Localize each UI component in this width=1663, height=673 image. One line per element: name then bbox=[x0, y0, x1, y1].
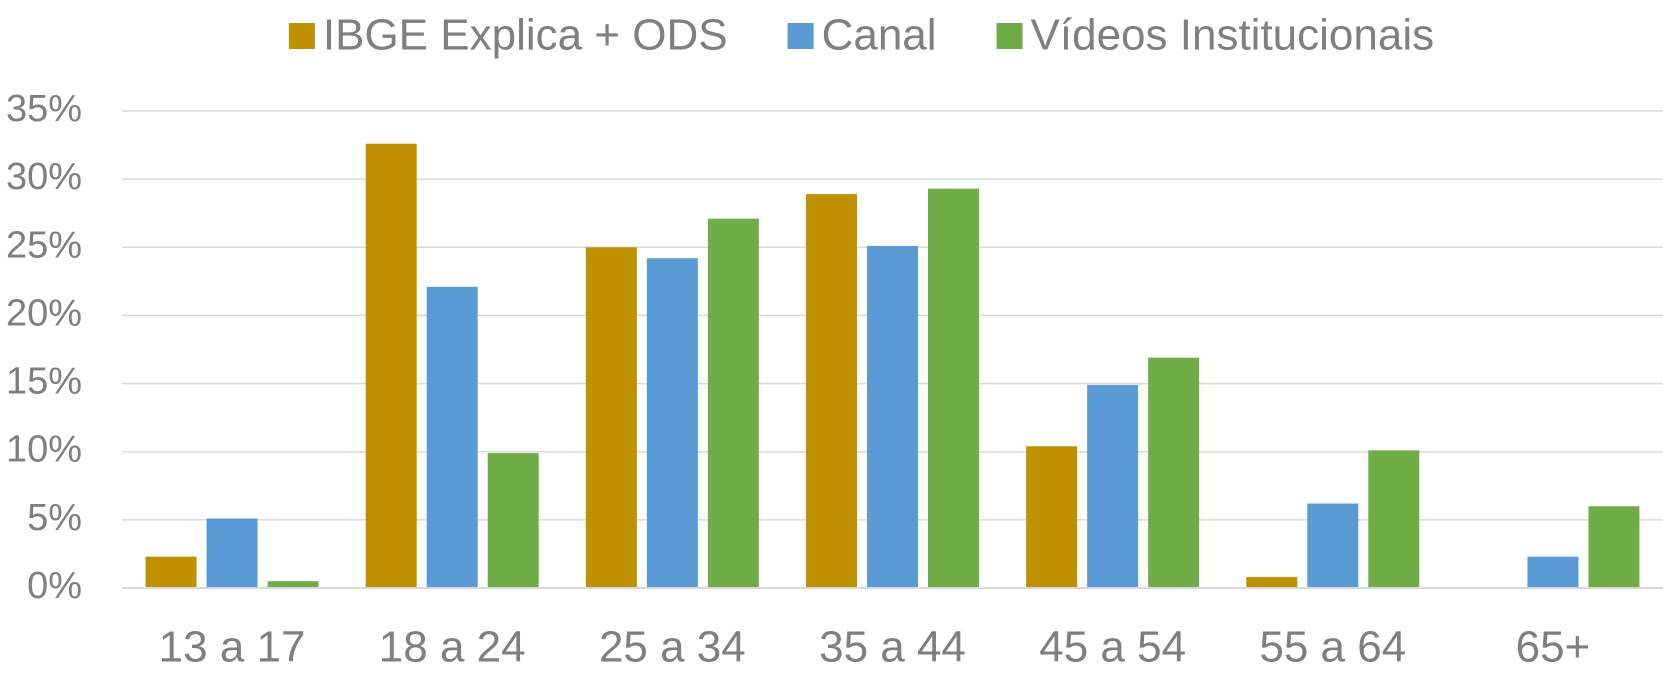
x-tick-label: 13 a 17 bbox=[159, 623, 306, 672]
y-tick-label: 35% bbox=[6, 88, 82, 130]
bar bbox=[145, 556, 197, 588]
bar bbox=[426, 286, 478, 588]
bar bbox=[1588, 506, 1640, 588]
y-tick-label: 30% bbox=[6, 156, 82, 198]
x-tick-label: 45 a 54 bbox=[1039, 623, 1186, 672]
y-tick-label: 5% bbox=[27, 497, 82, 539]
x-tick-label: 25 a 34 bbox=[599, 623, 746, 672]
x-tick-label: 18 a 24 bbox=[379, 623, 526, 672]
bar bbox=[1307, 503, 1359, 588]
bar bbox=[867, 245, 918, 588]
legend-label: Vídeos Institucionais bbox=[1031, 11, 1435, 60]
y-tick-label: 15% bbox=[6, 361, 82, 403]
y-tick-label: 0% bbox=[27, 565, 82, 607]
x-tick-label: 35 a 44 bbox=[819, 623, 966, 672]
legend-swatch bbox=[996, 23, 1023, 49]
legend-swatch bbox=[288, 23, 315, 49]
bar bbox=[928, 188, 979, 588]
bar bbox=[585, 247, 637, 589]
y-tick-label: 20% bbox=[6, 292, 82, 334]
bar bbox=[1368, 450, 1420, 588]
legend-label: Canal bbox=[822, 11, 937, 60]
bar bbox=[267, 581, 319, 588]
bar bbox=[806, 194, 857, 589]
bar bbox=[1527, 556, 1579, 588]
bar bbox=[1148, 357, 1200, 588]
x-tick-label: 55 a 64 bbox=[1259, 623, 1406, 672]
bar bbox=[1246, 577, 1298, 588]
bar bbox=[1087, 384, 1139, 588]
x-tick-label: 65+ bbox=[1516, 623, 1591, 672]
y-tick-label: 10% bbox=[6, 429, 82, 471]
bar bbox=[1026, 446, 1078, 588]
bar bbox=[646, 258, 698, 588]
legend-label: IBGE Explica + ODS bbox=[323, 11, 728, 60]
bar bbox=[365, 143, 417, 589]
y-tick-label: 25% bbox=[6, 224, 82, 266]
bar bbox=[487, 453, 539, 588]
legend-swatch bbox=[787, 23, 814, 49]
bar bbox=[707, 218, 759, 588]
bar bbox=[206, 518, 258, 588]
